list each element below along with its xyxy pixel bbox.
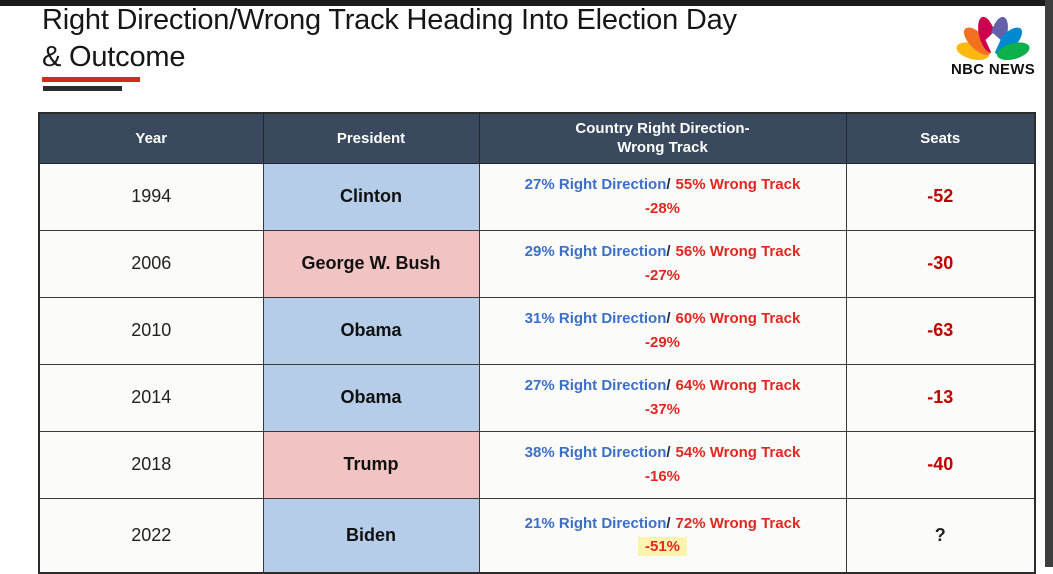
year-cell: 2010 [38,296,264,365]
separator-slash: / [666,377,671,395]
nbc-news-logo: NBC NEWS [945,8,1041,78]
seats-value: -40 [927,454,954,474]
title-underline-red [42,77,140,82]
year-cell: 2022 [38,497,264,574]
table-row: 2014 Obama 27% Right Direction/64% Wrong… [38,363,1036,432]
col-header-seats: Seats [845,112,1036,164]
table-row: 1994 Clinton 27% Right Direction/55% Wro… [38,162,1036,231]
president-cell: Trump [262,430,480,499]
direction-cell: 29% Right Direction/56% Wrong Track -27% [478,229,847,298]
table-row: 2006 George W. Bush 29% Right Direction/… [38,229,1036,298]
wrong-track-value: 54% Wrong Track [675,444,801,462]
seats-cell: -63 [845,296,1036,365]
seats-cell: -13 [845,363,1036,432]
seats-value: -13 [927,387,954,407]
header-row: Year President Country Right Direction- … [38,112,1036,164]
separator-slash: / [666,515,671,532]
right-direction-value: 31% Right Direction [524,310,667,328]
seats-value: -52 [927,186,954,206]
president-cell: Obama [262,296,480,365]
president-cell: George W. Bush [262,229,480,298]
table-row: 2018 Trump 38% Right Direction/54% Wrong… [38,430,1036,499]
direction-cell: 31% Right Direction/60% Wrong Track -29% [478,296,847,365]
wrong-track-value: 56% Wrong Track [675,243,801,261]
col-header-direction: Country Right Direction- Wrong Track [478,112,847,164]
results-table: Year President Country Right Direction- … [38,112,1036,574]
right-direction-value: 29% Right Direction [524,243,667,261]
net-diff: -29% [644,333,681,351]
president-cell: Clinton [262,162,480,231]
net-diff: -51% [637,537,688,557]
seats-cell: ? [845,497,1036,574]
seats-cell: -40 [845,430,1036,499]
seats-value: ? [934,524,946,545]
separator-slash: / [666,444,671,462]
net-diff: -16% [644,467,681,485]
net-diff: -37% [644,400,681,418]
wrong-track-value: 64% Wrong Track [675,377,801,395]
direction-cell: 27% Right Direction/55% Wrong Track -28% [478,162,847,231]
col-header-year: Year [38,112,264,164]
net-diff: -27% [644,266,681,284]
net-diff: -28% [644,199,681,217]
right-direction-value: 27% Right Direction [524,377,667,395]
seats-value: -63 [927,320,954,340]
year-cell: 2014 [38,363,264,432]
separator-slash: / [666,243,671,261]
right-direction-value: 38% Right Direction [524,444,667,462]
col-header-president: President [262,112,480,164]
separator-slash: / [666,310,671,328]
seats-value: -30 [927,253,954,273]
page-title: Right Direction/Wrong Track Heading Into… [42,2,737,76]
right-direction-value: 21% Right Direction [524,515,667,532]
page-title-line2: & Outcome [42,41,186,74]
year-cell: 1994 [38,162,264,231]
year-cell: 2006 [38,229,264,298]
right-letterbox-bar [1045,0,1053,567]
wrong-track-value: 55% Wrong Track [675,176,801,194]
direction-cell: 38% Right Direction/54% Wrong Track -16% [478,430,847,499]
wrong-track-value: 72% Wrong Track [675,515,801,532]
direction-cell: 21% Right Direction/72% Wrong Track -51% [478,497,847,574]
page-title-line1: Right Direction/Wrong Track Heading Into… [42,4,737,36]
president-cell: Obama [262,363,480,432]
nbc-news-wordmark: NBC NEWS [950,61,1036,78]
seats-cell: -30 [845,229,1036,298]
seats-cell: -52 [845,162,1036,231]
right-direction-value: 27% Right Direction [524,176,667,194]
wrong-track-value: 60% Wrong Track [675,310,801,328]
direction-cell: 27% Right Direction/64% Wrong Track -37% [478,363,847,432]
table-row: 2022 Biden 21% Right Direction/72% Wrong… [38,497,1036,574]
table-row: 2010 Obama 31% Right Direction/60% Wrong… [38,296,1036,365]
nbc-peacock-icon [956,16,1030,60]
title-underline-black [43,86,122,91]
top-letterbox-bar [0,0,1053,6]
separator-slash: / [666,176,671,194]
president-cell: Biden [262,497,480,574]
year-cell: 2018 [38,430,264,499]
